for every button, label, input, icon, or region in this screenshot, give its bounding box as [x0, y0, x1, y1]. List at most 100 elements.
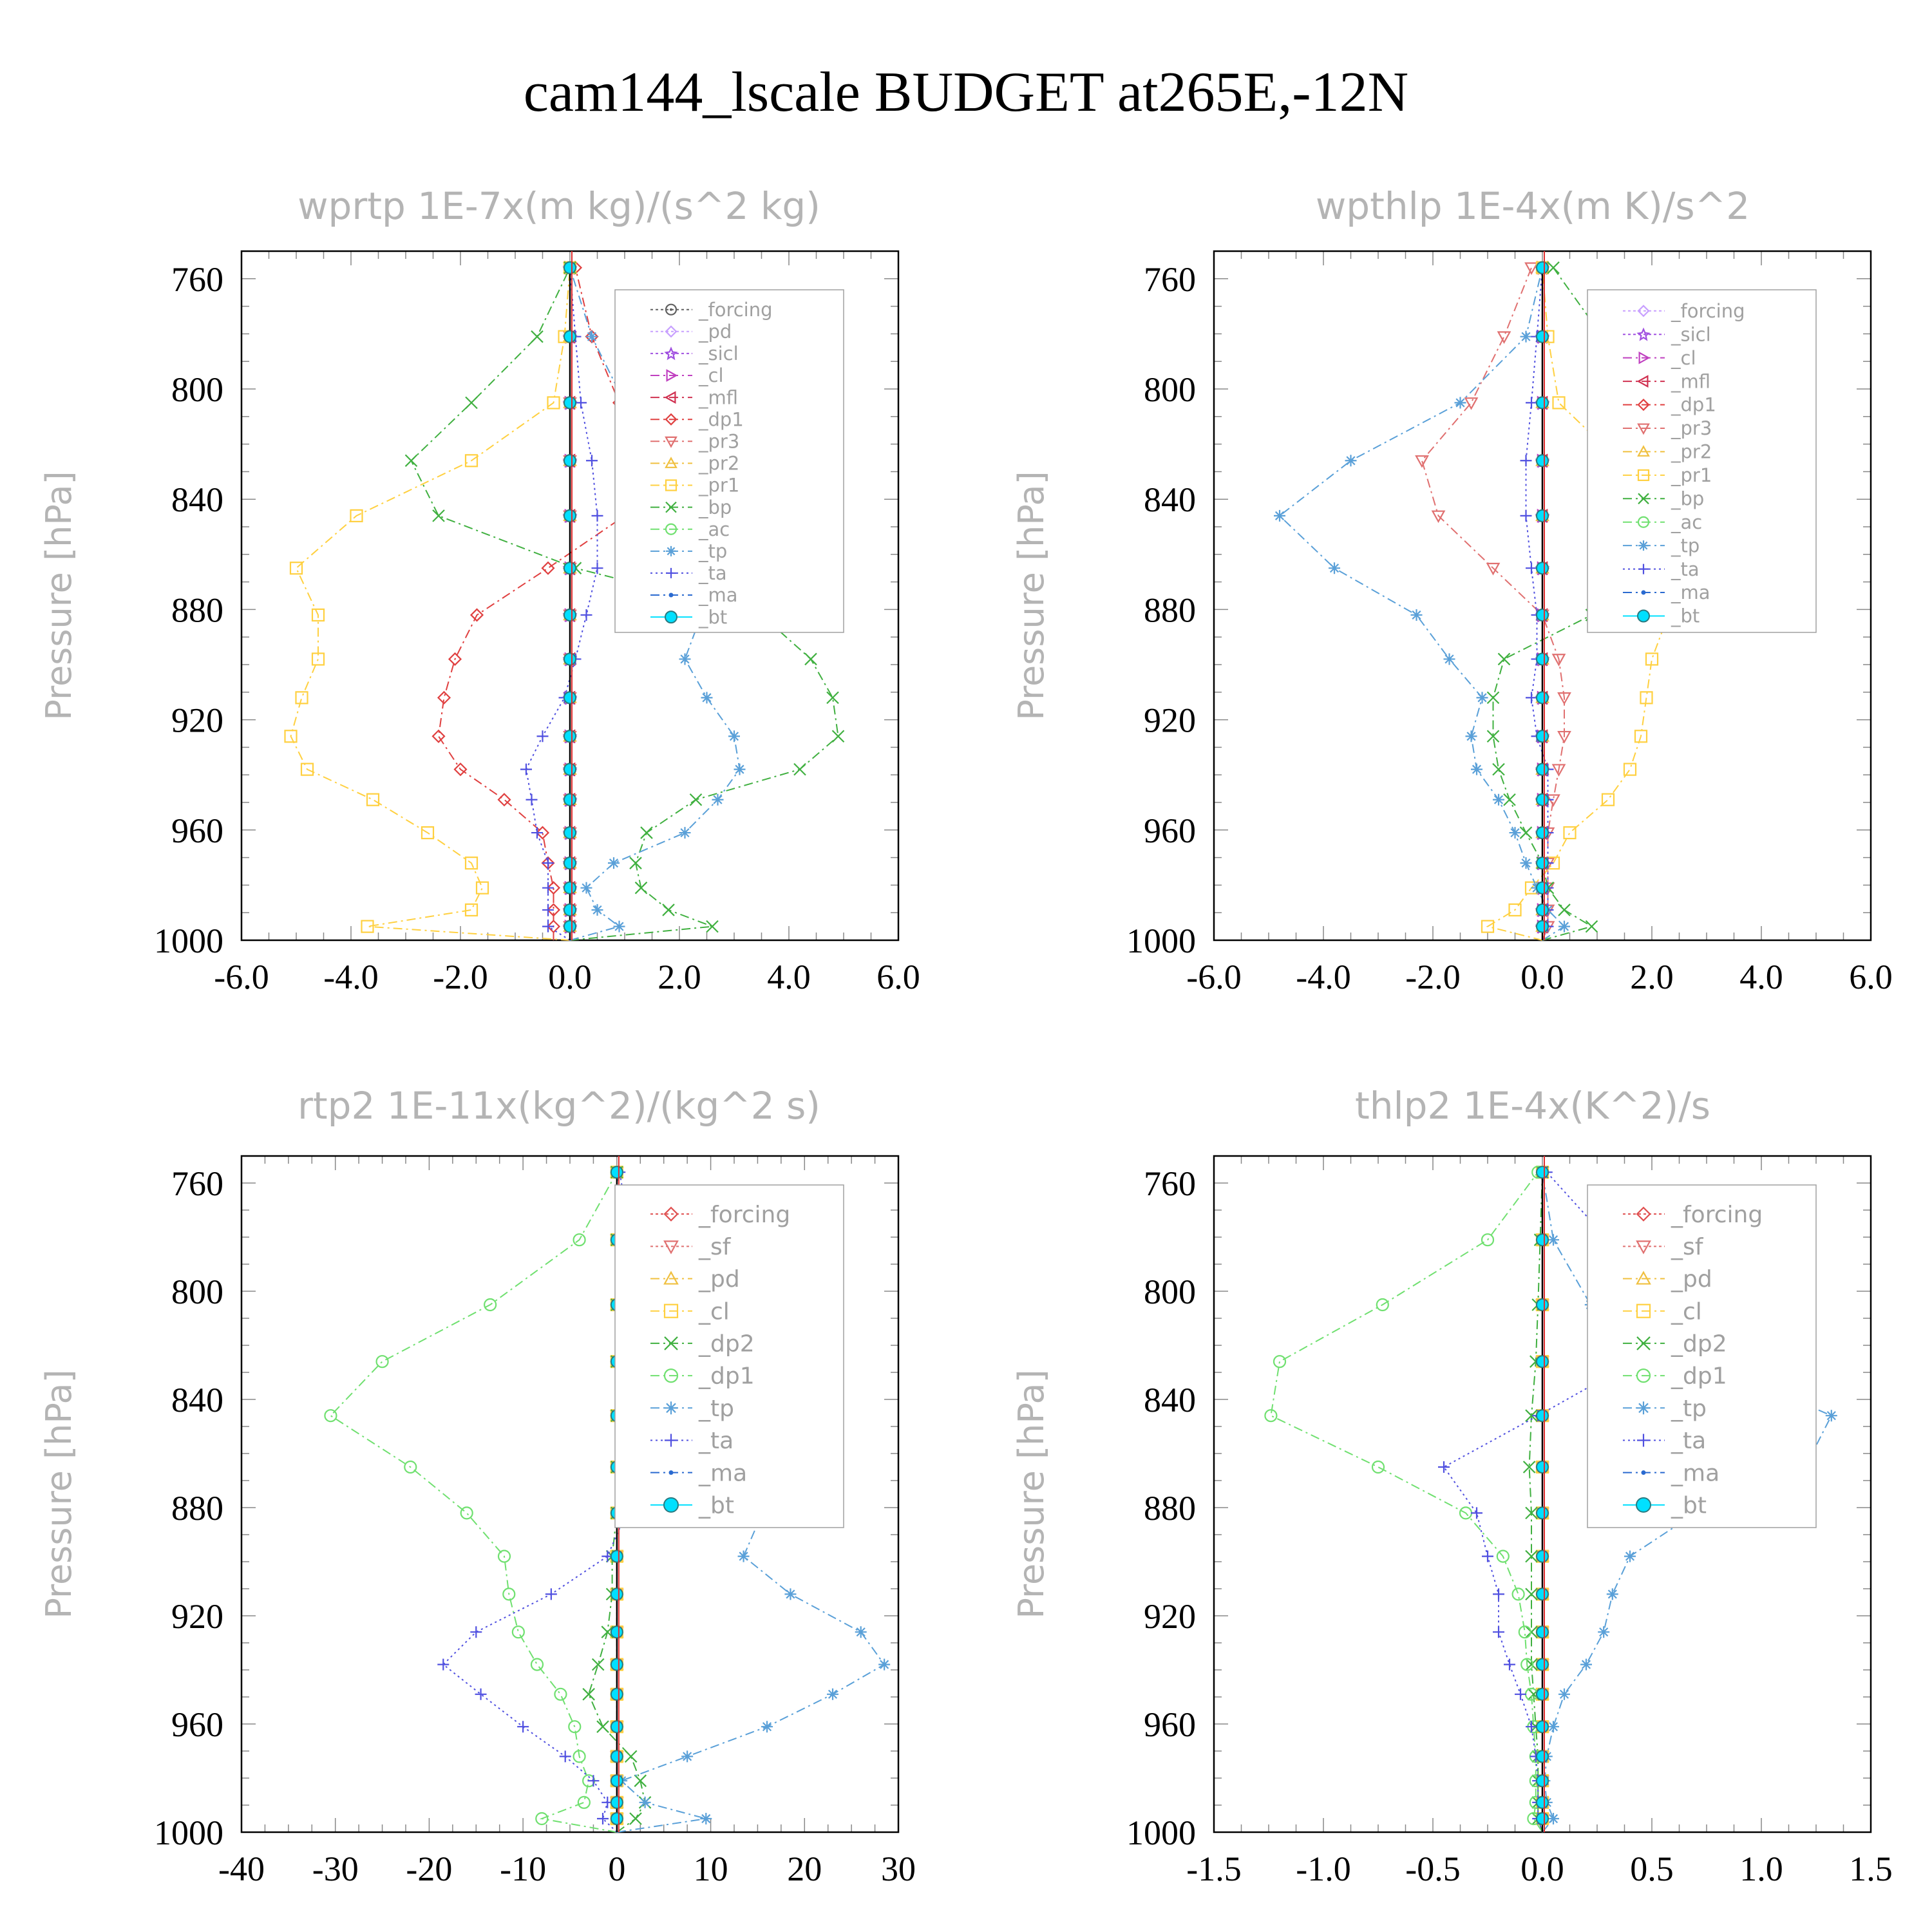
x-tick-label: -1.0 — [1296, 1850, 1350, 1888]
data-point — [1274, 509, 1285, 522]
data-point — [1552, 396, 1566, 410]
legend-label: _forcing — [698, 299, 773, 321]
legend: _forcing _sf _pd _cl _dp2 _dp1 _tp _ta _ma _bt — [1587, 1184, 1817, 1528]
series-line — [1486, 267, 1675, 941]
data-point — [564, 793, 576, 806]
data-point — [1536, 1587, 1549, 1601]
legend-label: _tp — [698, 1396, 734, 1422]
legend-item: _bt — [650, 606, 727, 628]
data-point — [1536, 1355, 1549, 1368]
data-point — [1536, 826, 1549, 840]
data-point — [1536, 762, 1549, 776]
legend-marker — [663, 1303, 679, 1318]
y-tick-label: 760 — [171, 1164, 223, 1203]
series-bt — [1536, 1166, 1549, 1832]
data-point — [1536, 1409, 1549, 1423]
data-point — [1509, 827, 1521, 839]
series-pr1 — [284, 261, 577, 941]
y-axis-label: Pressure [hPa] — [39, 1369, 79, 1618]
data-point — [573, 1750, 586, 1763]
legend-label: _bt — [698, 1492, 734, 1519]
legend-label: _bp — [1671, 488, 1704, 509]
panel-1: wprtp 1E-7x(m kg)/(s^2 kg) Pressure [hPa]… — [39, 184, 920, 996]
data-point — [1536, 1549, 1549, 1563]
legend-marker — [1637, 609, 1650, 623]
data-point — [324, 1409, 337, 1423]
data-point — [573, 1233, 586, 1247]
x-tick-label: 0.0 — [1520, 1850, 1564, 1888]
data-point — [464, 903, 478, 917]
legend-item: _forcing — [650, 1202, 790, 1228]
x-tick-label: -6.0 — [214, 958, 269, 996]
legend-label: _pr3 — [1671, 417, 1712, 439]
legend-label: _forcing — [1671, 300, 1745, 322]
data-point — [1536, 509, 1549, 522]
data-point — [460, 1506, 473, 1520]
data-point — [1548, 1721, 1559, 1733]
legend-label: _ta — [1671, 1428, 1706, 1454]
legend-label: _bp — [698, 497, 732, 518]
data-point — [1471, 1507, 1482, 1519]
data-point — [1536, 1461, 1549, 1473]
data-point — [531, 827, 543, 839]
legend-marker — [665, 457, 677, 468]
legend-label: _ma — [698, 584, 738, 606]
legend-item: _cl — [650, 1298, 730, 1325]
series-line — [1528, 1172, 1543, 1833]
panel-3: rtp2 1E-11x(kg^2)/(kg^2 s) Pressure [hPa]… — [39, 1084, 916, 1888]
legend-label: _cl — [698, 1298, 730, 1325]
data-point — [300, 762, 314, 776]
y-tick-label: 840 — [171, 480, 223, 519]
legend-marker — [1636, 327, 1651, 341]
data-point — [541, 561, 555, 575]
y-tick-label: 960 — [1144, 811, 1196, 850]
legend-item: _ta — [650, 1428, 734, 1454]
data-point — [1493, 793, 1504, 806]
legend-item: _mfl — [650, 386, 738, 408]
data-point — [520, 763, 532, 775]
y-tick-label: 920 — [1144, 701, 1196, 740]
data-point — [564, 857, 576, 870]
y-axis-label: Pressure [hPa] — [39, 471, 79, 720]
data-point — [1536, 1298, 1549, 1311]
data-point — [1522, 1461, 1536, 1473]
legend-marker — [1637, 516, 1650, 528]
x-tick-label: 0 — [608, 1850, 625, 1888]
legend-item: _pr1 — [650, 475, 739, 497]
data-point — [564, 509, 576, 522]
data-point — [1585, 920, 1598, 933]
legend-label: _sf — [698, 1234, 732, 1260]
data-point — [1598, 1626, 1610, 1638]
data-point — [564, 903, 576, 916]
data-point — [1520, 455, 1532, 467]
legend-marker — [666, 369, 678, 382]
legend-marker — [1641, 590, 1646, 595]
x-tick-label: -2.0 — [1405, 958, 1460, 996]
legend-marker — [663, 1497, 679, 1513]
data-point — [535, 1812, 549, 1826]
data-point — [475, 1688, 487, 1700]
data-point — [610, 1549, 623, 1563]
data-point — [564, 396, 576, 410]
legend-label: _sicl — [698, 343, 739, 365]
y-tick-label: 840 — [1144, 1381, 1196, 1419]
data-point — [432, 509, 445, 522]
legend-item: _forcing — [650, 299, 773, 321]
data-point — [1525, 1549, 1538, 1563]
data-point — [404, 1460, 417, 1474]
legend-marker — [665, 303, 677, 316]
x-tick-label: -2.0 — [433, 958, 488, 996]
data-point — [1640, 691, 1653, 705]
legend-item: _pr3 — [650, 430, 739, 452]
legend-marker — [668, 1470, 674, 1475]
data-point — [1525, 1658, 1538, 1671]
legend-label: _pd — [698, 1266, 740, 1293]
data-point — [640, 826, 653, 839]
legend-label: _bt — [698, 606, 727, 628]
data-point — [564, 330, 576, 343]
data-point — [564, 762, 576, 776]
data-point — [1526, 1721, 1537, 1733]
data-point — [831, 730, 845, 743]
legend-label: _mfl — [1671, 370, 1710, 392]
data-point — [564, 608, 576, 621]
